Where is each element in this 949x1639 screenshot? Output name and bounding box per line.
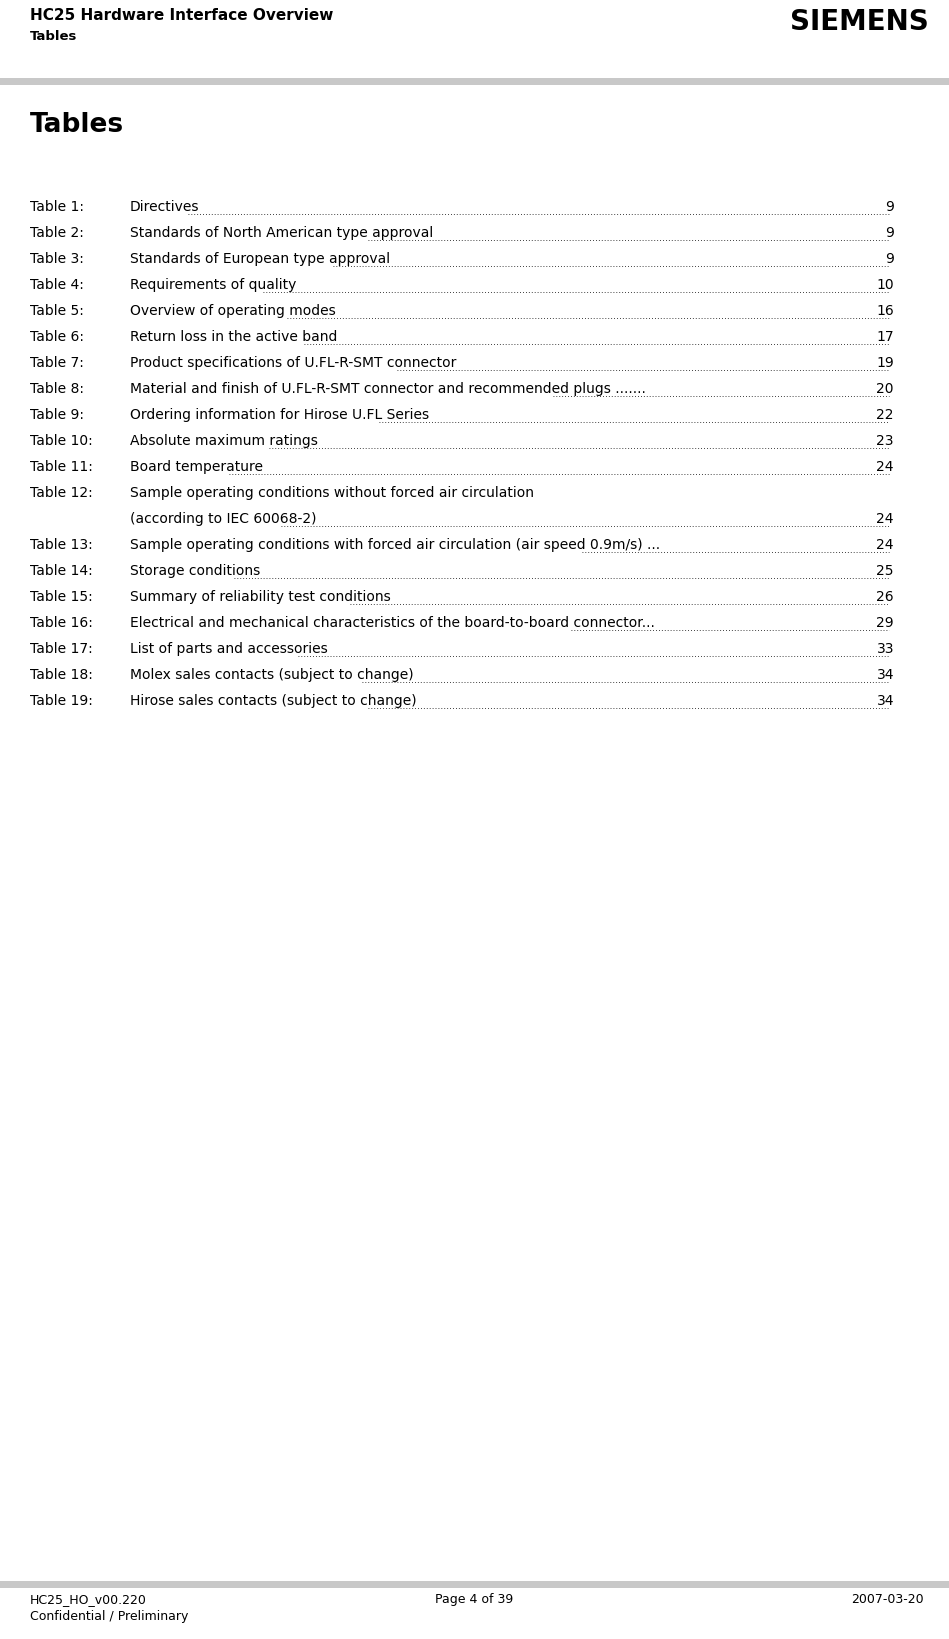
Text: 34: 34 (877, 693, 894, 708)
Text: 10: 10 (876, 279, 894, 292)
Text: Table 3:: Table 3: (30, 252, 84, 266)
Text: Tables: Tables (30, 111, 124, 138)
Text: Table 15:: Table 15: (30, 590, 93, 605)
Text: 9: 9 (885, 226, 894, 239)
Text: Table 19:: Table 19: (30, 693, 93, 708)
Text: Storage conditions: Storage conditions (130, 564, 260, 579)
Text: Product specifications of U.FL-R-SMT connector: Product specifications of U.FL-R-SMT con… (130, 356, 456, 370)
Text: Electrical and mechanical characteristics of the board-to-board connector...: Electrical and mechanical characteristic… (130, 616, 655, 629)
Text: Table 11:: Table 11: (30, 461, 93, 474)
Text: Directives: Directives (130, 200, 199, 215)
Text: List of parts and accessories: List of parts and accessories (130, 642, 327, 656)
Text: (according to IEC 60068-2): (according to IEC 60068-2) (130, 511, 317, 526)
Text: Table 9:: Table 9: (30, 408, 84, 421)
Text: 17: 17 (876, 329, 894, 344)
Text: 23: 23 (877, 434, 894, 447)
Text: HC25 Hardware Interface Overview: HC25 Hardware Interface Overview (30, 8, 333, 23)
Text: Table 16:: Table 16: (30, 616, 93, 629)
Text: Requirements of quality: Requirements of quality (130, 279, 296, 292)
Text: Table 12:: Table 12: (30, 487, 93, 500)
Text: 24: 24 (877, 461, 894, 474)
Text: Return loss in the active band: Return loss in the active band (130, 329, 338, 344)
Text: Page 4 of 39: Page 4 of 39 (436, 1593, 513, 1606)
Text: Table 2:: Table 2: (30, 226, 84, 239)
Text: Standards of European type approval: Standards of European type approval (130, 252, 390, 266)
Text: Table 18:: Table 18: (30, 669, 93, 682)
Text: Table 7:: Table 7: (30, 356, 84, 370)
Text: Overview of operating modes: Overview of operating modes (130, 303, 336, 318)
Text: Sample operating conditions without forced air circulation: Sample operating conditions without forc… (130, 487, 534, 500)
Text: 25: 25 (877, 564, 894, 579)
Text: Table 5:: Table 5: (30, 303, 84, 318)
Text: 20: 20 (877, 382, 894, 397)
Text: 2007-03-20: 2007-03-20 (851, 1593, 924, 1606)
Text: Table 6:: Table 6: (30, 329, 84, 344)
Text: Material and finish of U.FL-R-SMT connector and recommended plugs .......: Material and finish of U.FL-R-SMT connec… (130, 382, 646, 397)
Text: Table 10:: Table 10: (30, 434, 93, 447)
Text: HC25_HO_v00.220: HC25_HO_v00.220 (30, 1593, 147, 1606)
Text: Ordering information for Hirose U.FL Series: Ordering information for Hirose U.FL Ser… (130, 408, 429, 421)
Text: Table 8:: Table 8: (30, 382, 84, 397)
Text: Confidential / Preliminary: Confidential / Preliminary (30, 1609, 188, 1623)
Text: Table 17:: Table 17: (30, 642, 93, 656)
Text: 29: 29 (876, 616, 894, 629)
Text: 19: 19 (876, 356, 894, 370)
Text: Hirose sales contacts (subject to change): Hirose sales contacts (subject to change… (130, 693, 417, 708)
Text: 34: 34 (877, 669, 894, 682)
Text: 26: 26 (876, 590, 894, 605)
Text: Table 14:: Table 14: (30, 564, 93, 579)
Text: Table 1:: Table 1: (30, 200, 84, 215)
Text: Summary of reliability test conditions: Summary of reliability test conditions (130, 590, 391, 605)
Text: 22: 22 (877, 408, 894, 421)
Text: SIEMENS: SIEMENS (791, 8, 929, 36)
Text: Sample operating conditions with forced air circulation (air speed 0.9m/s) ...: Sample operating conditions with forced … (130, 538, 661, 552)
Text: Molex sales contacts (subject to change): Molex sales contacts (subject to change) (130, 669, 414, 682)
Text: 9: 9 (885, 252, 894, 266)
Text: 24: 24 (877, 511, 894, 526)
Text: Table 4:: Table 4: (30, 279, 84, 292)
Text: Tables: Tables (30, 30, 78, 43)
Text: 33: 33 (877, 642, 894, 656)
Text: Table 13:: Table 13: (30, 538, 93, 552)
Text: 16: 16 (876, 303, 894, 318)
Bar (0, 1582, 949, 1588)
Text: Absolute maximum ratings: Absolute maximum ratings (130, 434, 318, 447)
Text: Board temperature: Board temperature (130, 461, 263, 474)
Text: 24: 24 (877, 538, 894, 552)
Bar (0, 79, 949, 85)
Text: Standards of North American type approval: Standards of North American type approva… (130, 226, 434, 239)
Text: 9: 9 (885, 200, 894, 215)
